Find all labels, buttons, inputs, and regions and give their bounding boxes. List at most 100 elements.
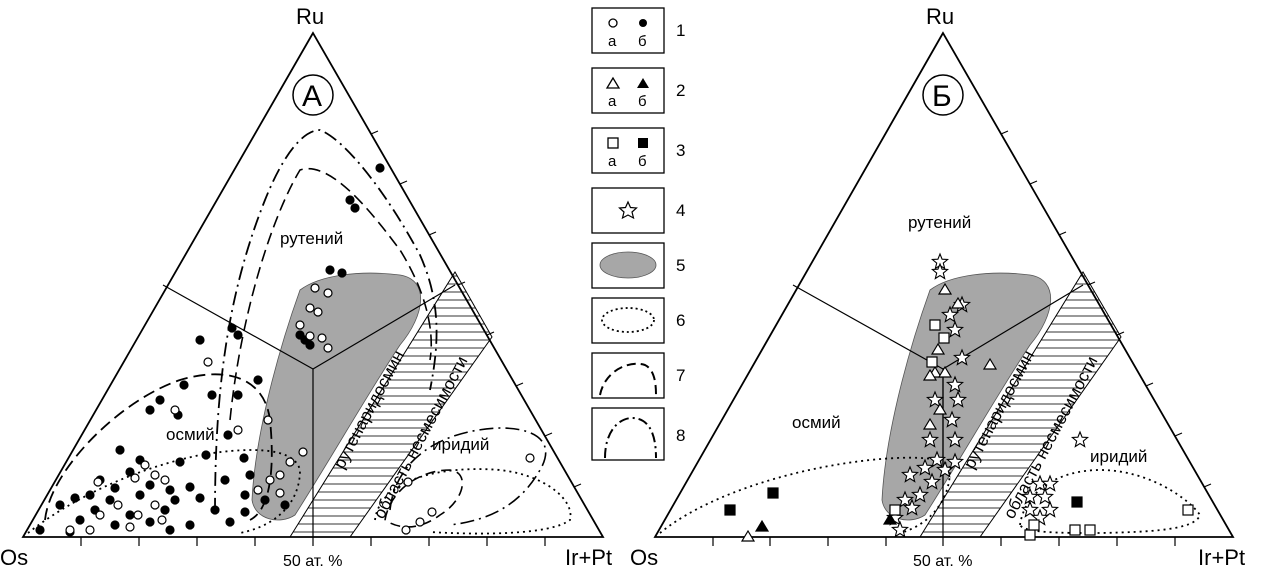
open-square-point	[1028, 519, 1040, 531]
filled-circle-point	[210, 505, 220, 515]
open-circle-point	[403, 477, 413, 487]
open-circle-point	[133, 510, 143, 520]
filled-circle-point	[240, 507, 250, 517]
dashed-contour-osmium	[44, 373, 273, 521]
star-point	[930, 262, 950, 280]
open-triangle-symbol	[605, 76, 621, 89]
open-triangle-point	[937, 365, 953, 378]
filled-circle-point	[115, 445, 125, 455]
open-circle-point	[285, 457, 295, 467]
legend-number: 6	[676, 311, 685, 330]
open-square-point	[929, 319, 941, 331]
legend-number: 7	[676, 366, 685, 385]
dotted-contour-iridium	[374, 468, 572, 535]
field-label-osmium: осмий	[792, 413, 841, 432]
open-circle-point	[295, 320, 305, 330]
open-circle-point	[275, 488, 285, 498]
filled-circle-point	[375, 163, 385, 173]
filled-circle-point	[185, 482, 195, 492]
panel-letter: А	[302, 80, 322, 113]
open-circle-point	[65, 525, 75, 535]
apex-label-left: Os	[0, 545, 28, 570]
bottom-axis-label: 50 ат. %	[913, 553, 972, 570]
open-circle-point	[157, 515, 167, 525]
dotted-contour-osmium	[659, 456, 951, 534]
legend-item-1: а б 1	[591, 7, 685, 54]
open-square-point	[1024, 529, 1036, 541]
filled-square-point	[1071, 496, 1083, 508]
open-circle-point	[170, 405, 180, 415]
ternary-panel-a: Ru Os Ir+Pt 50 ат. % А рутений осмий ири…	[0, 4, 612, 570]
star-point	[945, 430, 965, 448]
star-point	[915, 458, 935, 476]
apex-label-left: Os	[630, 545, 658, 570]
open-circle-point	[265, 475, 275, 485]
filled-circle-point	[260, 495, 270, 505]
star-point	[940, 305, 960, 323]
right-ticks	[370, 130, 582, 488]
filled-circle-point	[160, 505, 170, 515]
open-triangle-point	[930, 342, 946, 355]
filled-circle-point	[325, 265, 335, 275]
legend-sub-b: б	[638, 93, 647, 110]
legend-item-3: а б 3	[591, 127, 685, 174]
star-point	[1040, 500, 1060, 518]
star-point	[1040, 474, 1060, 492]
filled-circle-point	[125, 510, 135, 520]
filled-circle-point	[35, 525, 45, 535]
panel-letter-ring	[922, 74, 964, 116]
filled-square-symbol	[638, 138, 648, 148]
field-label-ruthenium: рутений	[280, 229, 343, 248]
legend-sub-b: б	[638, 153, 647, 170]
open-circle-point	[305, 331, 315, 341]
legend-number: 3	[676, 141, 685, 160]
filled-circle-point	[110, 520, 120, 530]
open-circle-point	[150, 470, 160, 480]
open-triangle-point	[950, 296, 966, 309]
open-circle-point	[415, 517, 425, 527]
open-triangle-point	[740, 529, 756, 542]
dashed-contour-symbol	[599, 362, 657, 396]
panel-letter-ring	[292, 74, 334, 116]
filled-circle-point	[337, 268, 347, 278]
filled-circle-point	[85, 490, 95, 500]
data-points-a	[35, 163, 535, 537]
filled-triangle-point	[882, 512, 898, 525]
legend-number: 8	[676, 426, 685, 445]
star-point	[1020, 500, 1040, 518]
rutheniridosmine-field	[881, 272, 1052, 521]
star-point	[895, 490, 915, 508]
open-circle-point	[310, 283, 320, 293]
filled-circle-point	[175, 457, 185, 467]
filled-square-point	[767, 487, 779, 499]
filled-circle-point	[165, 485, 175, 495]
star-point	[900, 465, 920, 483]
open-circle-point	[85, 525, 95, 535]
star-point	[925, 390, 945, 408]
legend-number: 4	[676, 201, 685, 220]
filled-circle-point	[350, 203, 360, 213]
filled-circle-point	[170, 495, 180, 505]
right-ticks	[1000, 130, 1212, 488]
open-square-point	[1084, 524, 1096, 536]
star-point	[890, 520, 910, 538]
star-point	[952, 348, 972, 366]
filled-circle-point	[165, 525, 175, 535]
open-triangle-point	[922, 368, 938, 381]
apex-label-top: Ru	[926, 4, 954, 29]
dotted-contour-symbol	[601, 307, 655, 333]
field-label-ruthenium: рутений	[908, 213, 971, 232]
ternary-panel-b: Ru Os Ir+Pt 50 ат. % Б рутений осмий ири…	[630, 4, 1245, 570]
open-circle-point	[427, 507, 437, 517]
filled-circle-point	[155, 395, 165, 405]
legend-number: 2	[676, 81, 685, 100]
open-square-symbol	[607, 137, 619, 149]
star-point	[945, 375, 965, 393]
filled-circle-point	[145, 480, 155, 490]
field-boundaries	[162, 284, 456, 537]
filled-circle-symbol	[639, 19, 647, 27]
open-square-point	[889, 504, 901, 516]
legend-item-7: 7	[591, 352, 685, 399]
bottom-ticks	[80, 537, 546, 546]
